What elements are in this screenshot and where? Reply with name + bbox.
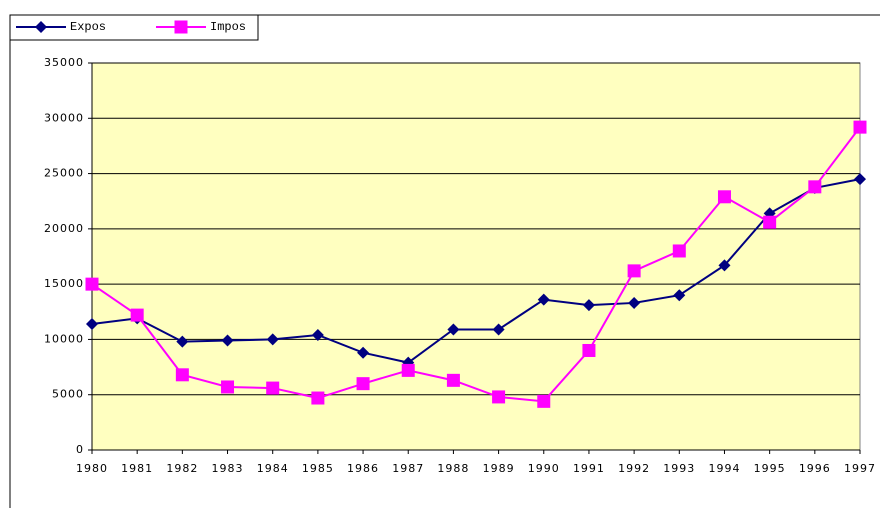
data-point <box>582 343 596 357</box>
data-point <box>627 264 641 278</box>
data-point <box>266 333 279 346</box>
x-tick-label: 1986 <box>347 462 379 475</box>
x-tick-label: 1982 <box>166 462 198 475</box>
x-tick-label: 1985 <box>302 462 334 475</box>
y-tick-label: 0 <box>76 443 84 456</box>
data-point <box>537 293 550 306</box>
plot-area <box>91 62 861 451</box>
x-tick-label: 1994 <box>708 462 740 475</box>
data-point <box>718 259 731 272</box>
legend-marker <box>174 20 188 34</box>
x-tick-label: 1997 <box>844 462 876 475</box>
y-tick-label: 20000 <box>44 222 84 235</box>
data-point <box>311 391 325 405</box>
data-point <box>763 215 777 229</box>
y-tick-label: 5000 <box>52 388 84 401</box>
data-point <box>86 317 98 330</box>
data-point <box>85 277 99 291</box>
x-tick-label: 1981 <box>121 462 153 475</box>
data-point <box>854 173 866 186</box>
data-point <box>311 329 324 342</box>
data-point <box>221 334 234 347</box>
data-point <box>446 373 460 387</box>
legend-label: Impos <box>210 20 246 34</box>
y-tick-label: 30000 <box>44 111 84 124</box>
y-tick-label: 25000 <box>44 167 84 180</box>
series-line <box>91 126 861 403</box>
x-tick-label: 1992 <box>618 462 650 475</box>
data-point <box>673 289 686 302</box>
series-line <box>91 178 861 364</box>
data-point <box>401 363 415 377</box>
data-point <box>853 120 867 134</box>
x-tick-label: 1988 <box>437 462 469 475</box>
data-point <box>175 368 189 382</box>
legend-marker <box>35 21 47 33</box>
x-tick-label: 1983 <box>212 462 244 475</box>
y-tick-label: 10000 <box>44 332 84 345</box>
data-point <box>447 323 460 336</box>
x-tick-label: 1995 <box>754 462 786 475</box>
data-point <box>537 394 551 408</box>
data-point <box>492 323 505 336</box>
x-tick-label: 1989 <box>483 462 515 475</box>
data-point <box>266 381 280 395</box>
x-tick-label: 1987 <box>392 462 424 475</box>
data-point <box>492 390 506 404</box>
x-tick-label: 1993 <box>663 462 695 475</box>
x-tick-label: 1984 <box>257 462 289 475</box>
data-point <box>356 377 370 391</box>
y-tick-label: 15000 <box>44 277 84 290</box>
data-point <box>672 244 686 258</box>
data-point <box>130 308 144 322</box>
x-tick-label: 1991 <box>573 462 605 475</box>
data-point <box>808 180 822 194</box>
data-point <box>628 296 641 309</box>
data-point <box>357 346 370 359</box>
legend-label: Expos <box>70 20 106 34</box>
x-tick-label: 1990 <box>528 462 560 475</box>
y-tick-label: 35000 <box>44 56 84 69</box>
x-tick-label: 1980 <box>76 462 108 475</box>
x-tick-label: 1996 <box>799 462 831 475</box>
data-point <box>176 335 189 348</box>
data-point <box>582 299 595 312</box>
data-point <box>221 380 235 394</box>
data-point <box>717 190 731 204</box>
